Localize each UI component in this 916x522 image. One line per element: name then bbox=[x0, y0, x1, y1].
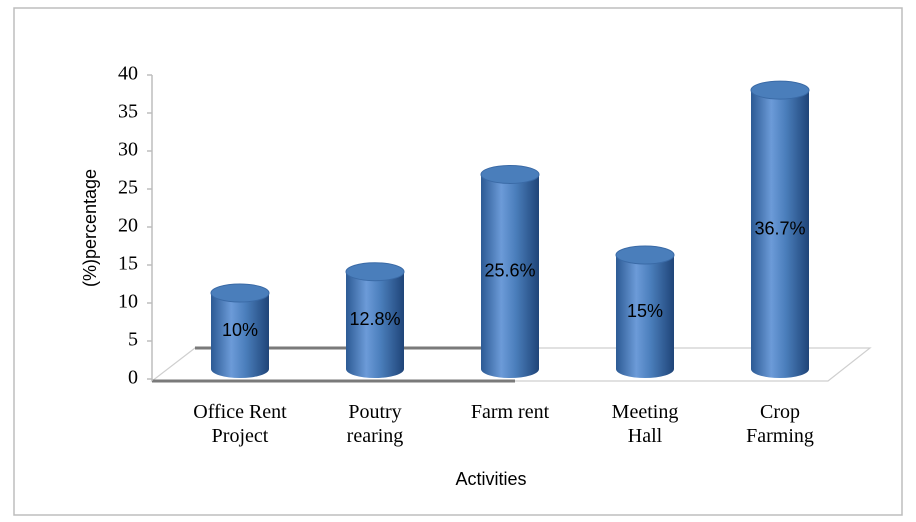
y-tick-label: 20 bbox=[118, 215, 138, 237]
data-label: 25.6% bbox=[484, 260, 535, 280]
data-label: 12.8% bbox=[349, 309, 400, 329]
y-tick-label: 10 bbox=[118, 291, 138, 313]
y-tick-label: 5 bbox=[128, 329, 138, 351]
bar bbox=[615, 245, 675, 378]
bar bbox=[345, 262, 405, 378]
data-label: 10% bbox=[222, 320, 258, 340]
x-tick-label: Office Rent Project bbox=[193, 401, 287, 447]
y-tick-label: 30 bbox=[118, 139, 138, 161]
floor bbox=[150, 347, 872, 382]
bar bbox=[480, 164, 540, 378]
y-tick-label: 35 bbox=[118, 101, 138, 123]
x-tick-label: Meeting Hall bbox=[611, 401, 679, 447]
y-tick-label: 25 bbox=[118, 177, 138, 199]
y-tick-label: 15 bbox=[118, 253, 138, 275]
data-label: 15% bbox=[627, 301, 663, 321]
x-tick-label: Poutry rearing bbox=[346, 401, 404, 447]
y-tick-label: 0 bbox=[128, 367, 138, 389]
x-axis-title: Activities bbox=[455, 469, 526, 489]
bar bbox=[210, 283, 270, 378]
frame bbox=[13, 7, 903, 516]
bar bbox=[750, 80, 810, 378]
y-axis-title: (%)percentage bbox=[80, 169, 100, 287]
x-tick-label: Farm rent bbox=[470, 401, 550, 423]
y-tick-label: 40 bbox=[118, 63, 138, 85]
x-tick-label: Crop Farming bbox=[746, 401, 814, 447]
data-label: 36.7% bbox=[754, 218, 805, 238]
